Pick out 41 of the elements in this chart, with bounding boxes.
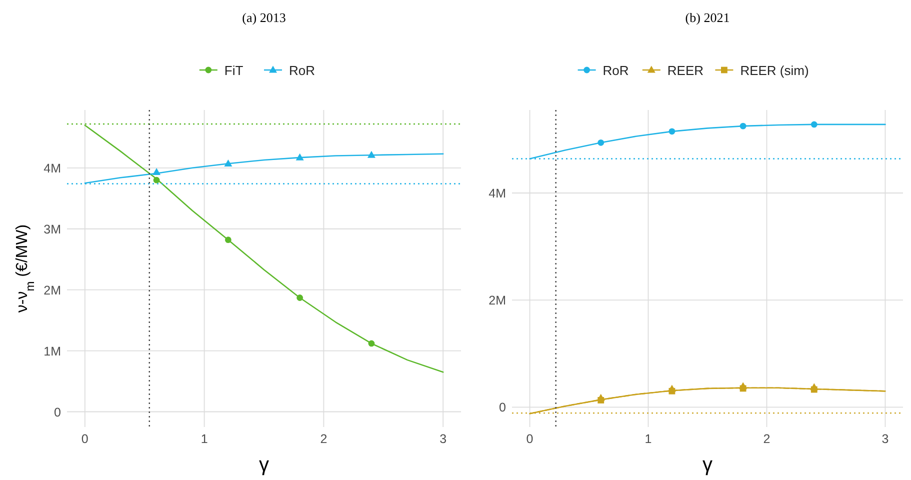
point <box>596 394 605 401</box>
legend-label: REER (sim) <box>740 63 809 78</box>
y-tick-label: 4M <box>488 186 506 200</box>
point <box>668 128 676 135</box>
point <box>810 121 818 128</box>
x-tick-label: 1 <box>644 432 652 446</box>
point <box>296 294 304 301</box>
y-tick-label: 4M <box>44 161 61 176</box>
chart-title: (a) 2013 <box>242 10 286 25</box>
point <box>367 150 376 158</box>
y-tick-label: 2M <box>44 283 61 298</box>
x-tick-label: 3 <box>882 432 889 446</box>
legend-label: FiT <box>224 63 244 78</box>
x-tick-label: 0 <box>526 432 534 446</box>
point <box>739 382 748 390</box>
point <box>740 122 746 130</box>
x-axis-title: γ <box>702 454 712 476</box>
y-tick-label: 0 <box>499 400 506 415</box>
point <box>152 168 161 175</box>
y-tick-label: 3M <box>44 222 61 236</box>
x-tick-label: 1 <box>200 432 208 446</box>
y-tick-label: 1M <box>44 344 61 358</box>
y-tick-label: 0 <box>54 405 62 420</box>
point <box>598 139 604 146</box>
x-axis-title: γ <box>259 454 269 476</box>
point <box>810 383 818 390</box>
point <box>153 176 160 184</box>
y-tick-label: 2M <box>488 294 506 308</box>
chart-title: (b) 2021 <box>685 10 730 25</box>
x-tick-label: 3 <box>440 432 447 446</box>
point <box>368 340 375 347</box>
point <box>296 153 304 160</box>
legend-label: RoR <box>602 63 629 78</box>
point <box>224 159 232 166</box>
x-tick-label: 0 <box>81 432 88 446</box>
legend-label: REER <box>667 63 704 78</box>
legend-label: RoR <box>289 63 316 78</box>
point <box>668 384 676 392</box>
point <box>224 236 232 244</box>
x-tick-label: 2 <box>763 432 770 446</box>
x-tick-label: 2 <box>320 432 328 446</box>
